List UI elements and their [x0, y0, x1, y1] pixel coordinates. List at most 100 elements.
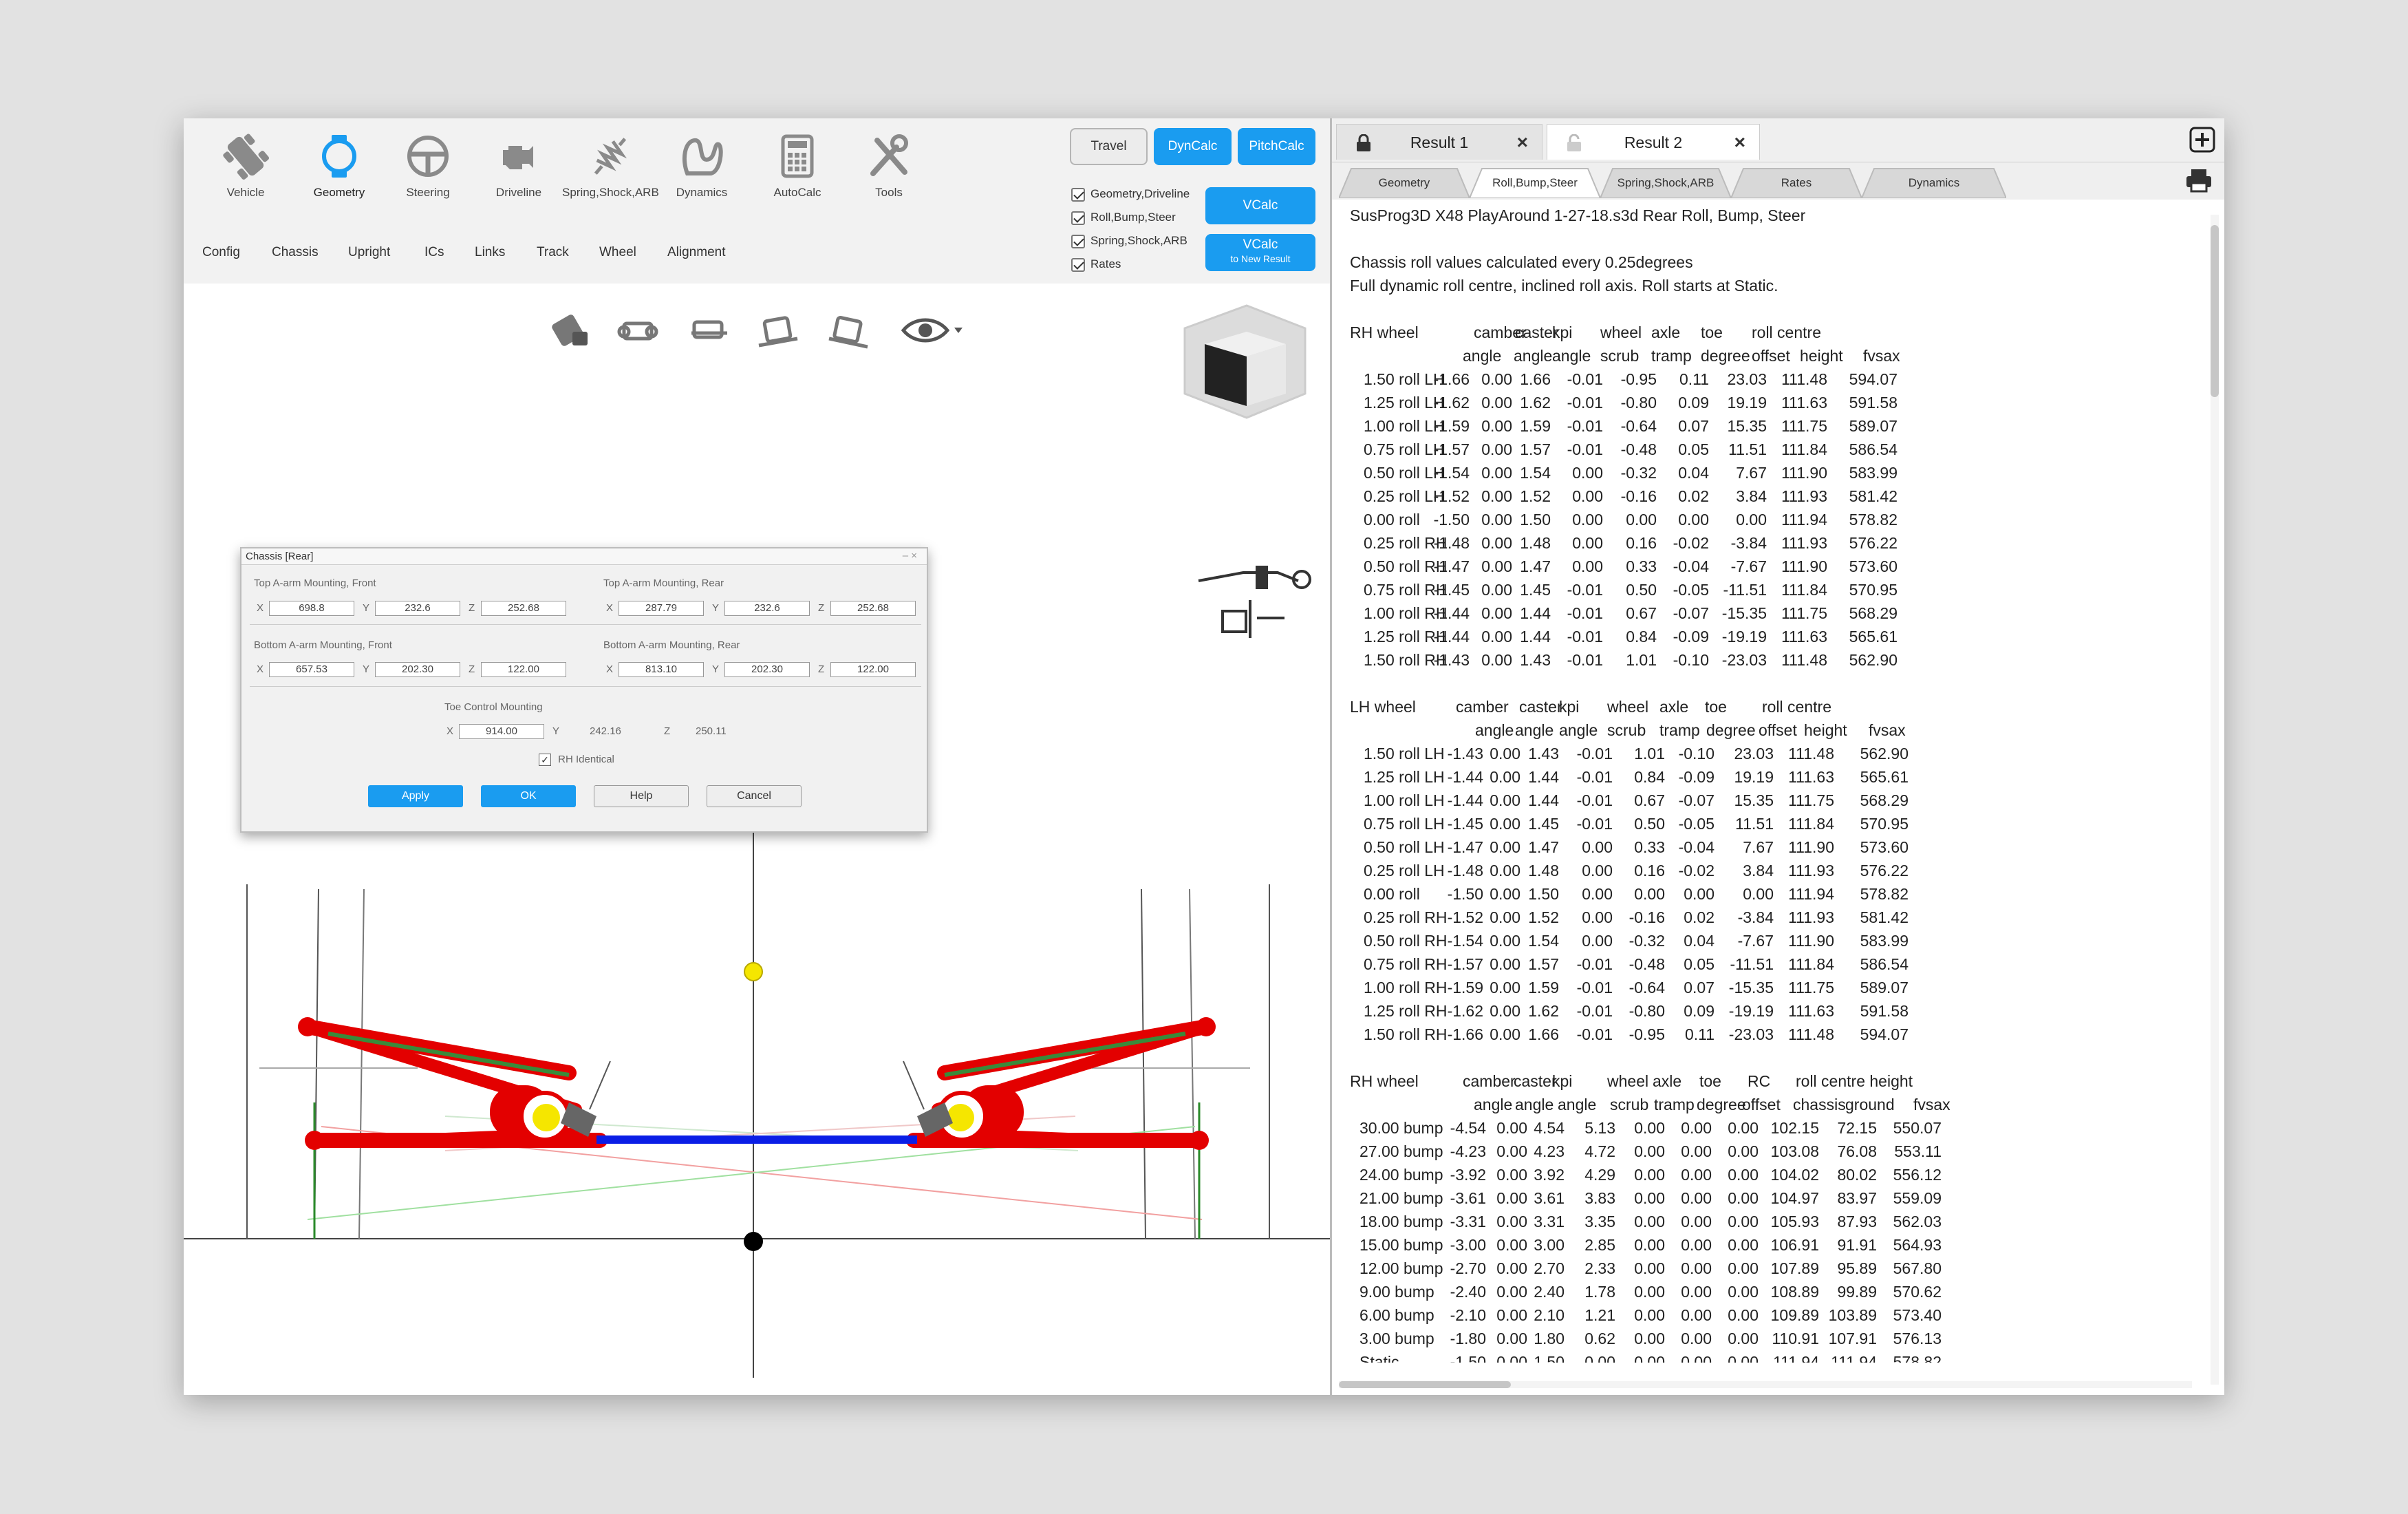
cell-value: 107.91	[1828, 1330, 1877, 1347]
cancel-button[interactable]: Cancel	[707, 785, 802, 807]
top-rear-z-field[interactable]: 252.68	[830, 601, 916, 616]
cell-value: 591.58	[1849, 394, 1898, 412]
check-icon[interactable]: ✓	[539, 754, 551, 767]
cell-value: 3.84	[1743, 862, 1774, 879]
vertical-scrollbar[interactable]	[2211, 215, 2219, 1385]
cell-value: 1.45	[1520, 581, 1551, 599]
apply-button[interactable]: Apply	[368, 785, 463, 807]
subtab-chassis[interactable]: Chassis	[272, 245, 319, 259]
tab-result-1[interactable]: Result 1 ×	[1336, 124, 1542, 160]
horizontal-scrollbar[interactable]	[1339, 1381, 2192, 1388]
dialog-close-icon[interactable]: – ×	[902, 550, 917, 562]
vcalc-new-sublabel: to New Result	[1230, 253, 1291, 264]
tool-driveline[interactable]: Driveline	[471, 132, 567, 222]
cell-value: 23.03	[1734, 745, 1774, 763]
scroll-thumb[interactable]	[2211, 225, 2219, 397]
left-pane: Vehicle Geometry Steering Driveline	[184, 118, 1330, 1395]
cell-value: -3.84	[1737, 908, 1774, 926]
cell-value: 0.00	[1736, 511, 1767, 529]
cell-value: 2.10	[1534, 1306, 1565, 1324]
cell-value: 0.00	[1481, 417, 1512, 435]
cell-value: 111.84	[1781, 440, 1827, 458]
cell-value: 591.58	[1860, 1002, 1909, 1020]
check-roll-bump-steer[interactable]: Roll,Bump,Steer	[1071, 208, 1176, 227]
tool-autocalc[interactable]: AutoCalc	[749, 132, 846, 222]
subtab-ics[interactable]: ICs	[424, 245, 444, 259]
rh-identical-checkbox[interactable]: ✓ RH Identical	[539, 754, 614, 767]
check-rates[interactable]: Rates	[1071, 255, 1121, 274]
tool-tools[interactable]: Tools	[841, 132, 937, 222]
section-tab-geometry[interactable]: Geometry	[1339, 168, 1470, 198]
cell-value: 0.00	[1572, 487, 1603, 505]
top-rear-y-field[interactable]: 232.6	[724, 601, 810, 616]
bottom-rear-y-field[interactable]: 202.30	[724, 662, 810, 677]
bottom-front-x-field[interactable]: 657.53	[269, 662, 354, 677]
cell-value: 0.00	[1681, 1330, 1712, 1347]
cell-value: 104.97	[1770, 1189, 1819, 1207]
close-icon[interactable]: ×	[1516, 131, 1528, 153]
cell-value: 0.00	[1626, 511, 1657, 529]
subtab-config[interactable]: Config	[202, 245, 240, 259]
suspension-view[interactable]	[184, 284, 1330, 1395]
cell-value: -0.02	[1678, 862, 1714, 879]
top-front-x-field[interactable]: 698.8	[269, 601, 354, 616]
check-geometry-driveline[interactable]: Geometry,Driveline	[1071, 184, 1190, 204]
cell-value: 3.35	[1584, 1213, 1615, 1230]
subtab-links[interactable]: Links	[475, 245, 506, 259]
cell-value: 553.11	[1894, 1142, 1942, 1160]
add-result-icon[interactable]	[2189, 127, 2215, 153]
close-icon[interactable]: ×	[1734, 131, 1745, 153]
tool-steering[interactable]: Steering	[380, 132, 476, 222]
row-label: 0.00 roll	[1364, 511, 1420, 529]
cell-value: 1.59	[1520, 417, 1551, 435]
subtab-track[interactable]: Track	[537, 245, 569, 259]
tab-result-2[interactable]: Result 2 ×	[1547, 124, 1760, 160]
section-tab-spring-shock-arb[interactable]: Spring,Shock,ARB	[1600, 168, 1731, 198]
cell-value: 111.48	[1781, 370, 1827, 388]
checkbox[interactable]	[1071, 234, 1085, 248]
toe-x-field[interactable]: 914.00	[459, 724, 544, 739]
subtab-alignment[interactable]: Alignment	[667, 245, 726, 259]
calculator-icon	[781, 134, 814, 178]
bottom-front-z-field[interactable]: 122.00	[481, 662, 566, 677]
cell-value: 0.00	[1728, 1353, 1759, 1363]
top-rear-x-field[interactable]: 287.79	[619, 601, 704, 616]
cell-value: 589.07	[1860, 979, 1909, 996]
tool-vehicle[interactable]: Vehicle	[197, 132, 294, 222]
subtab-wheel[interactable]: Wheel	[599, 245, 636, 259]
cell-value: -0.02	[1673, 534, 1709, 552]
subtab-upright[interactable]: Upright	[348, 245, 391, 259]
row-label: 6.00 bump	[1359, 1306, 1434, 1324]
pitchcalc-button[interactable]: PitchCalc	[1238, 128, 1315, 165]
check-spring-shock-arb[interactable]: Spring,Shock,ARB	[1071, 231, 1187, 250]
track-icon	[682, 138, 723, 175]
travel-button[interactable]: Travel	[1070, 128, 1148, 165]
checkbox[interactable]	[1071, 187, 1085, 202]
section-tab-dynamics[interactable]: Dynamics	[1862, 168, 2006, 198]
vcalc-new-result-button[interactable]: VCalc to New Result	[1205, 234, 1315, 271]
vcalc-button[interactable]: VCalc	[1205, 187, 1315, 224]
checkbox[interactable]	[1071, 211, 1085, 225]
bottom-front-y-field[interactable]: 202.30	[375, 662, 460, 677]
bottom-rear-x-field[interactable]: 813.10	[619, 662, 704, 677]
section-tab-rates[interactable]: Rates	[1731, 168, 1862, 198]
cell-value: -3.92	[1450, 1166, 1486, 1184]
cell-value: -1.54	[1447, 932, 1483, 950]
top-front-z-field[interactable]: 252.68	[481, 601, 566, 616]
ok-button[interactable]: OK	[481, 785, 576, 807]
tool-geometry[interactable]: Geometry	[291, 132, 387, 222]
tool-spring-shock-arb[interactable]: Spring,Shock,ARB	[562, 132, 659, 222]
printer-icon[interactable]	[2185, 168, 2213, 193]
tool-dynamics[interactable]: Dynamics	[654, 132, 750, 222]
checkbox[interactable]	[1071, 257, 1085, 272]
cell-value: 1.52	[1528, 908, 1559, 926]
3d-viewport[interactable]: Chassis [Rear] – × Top A-arm Mounting, F…	[184, 284, 1330, 1395]
bottom-rear-z-field[interactable]: 122.00	[830, 662, 916, 677]
cell-value: 1.43	[1528, 745, 1559, 763]
top-front-y-field[interactable]: 232.6	[375, 601, 460, 616]
results-header-line: SusProg3D X48 PlayAround 1-27-18.s3d Rea…	[1332, 204, 2192, 227]
help-button[interactable]: Help	[594, 785, 689, 807]
section-tab-roll-bump-steer[interactable]: Roll,Bump,Steer	[1470, 168, 1600, 198]
scroll-thumb[interactable]	[1339, 1381, 1511, 1388]
dyncalc-button[interactable]: DynCalc	[1154, 128, 1232, 165]
